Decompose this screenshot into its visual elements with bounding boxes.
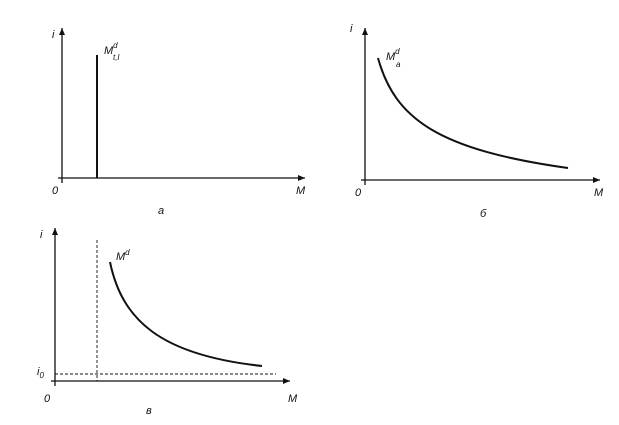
panel-a: i 0 M Md t,l а (52, 28, 306, 217)
curve-label: Md (104, 41, 118, 57)
floor-label: i0 (37, 366, 44, 380)
x-label: M (594, 187, 604, 199)
origin: 0 (44, 393, 51, 405)
label-base: i (37, 366, 40, 378)
x-label: M (296, 185, 306, 197)
label-base: M (386, 51, 396, 63)
label-sub: a (396, 60, 401, 69)
y-label: i (52, 29, 55, 41)
demand-curve (377, 57, 569, 169)
label-sup: d (125, 248, 130, 257)
demand-curve (109, 261, 263, 367)
curve-label: Md (116, 248, 130, 263)
label-sub: 0 (39, 371, 44, 380)
origin: 0 (52, 185, 59, 197)
caption: б (480, 208, 487, 220)
caption: в (146, 405, 152, 417)
label-sup: d (395, 47, 400, 56)
panel-b: i 0 M Md a б (350, 23, 604, 220)
origin: 0 (355, 187, 362, 199)
x-label: M (288, 393, 298, 405)
label-sup: d (113, 41, 118, 50)
y-label: i (350, 23, 353, 35)
label-base: M (116, 251, 126, 263)
caption: а (158, 205, 164, 217)
panel-c: i 0 M Md i0 в (37, 228, 298, 417)
y-label: i (40, 229, 43, 241)
label-base: M (104, 45, 114, 57)
label-sub: t,l (113, 53, 119, 62)
curve-label: Md (386, 47, 400, 63)
